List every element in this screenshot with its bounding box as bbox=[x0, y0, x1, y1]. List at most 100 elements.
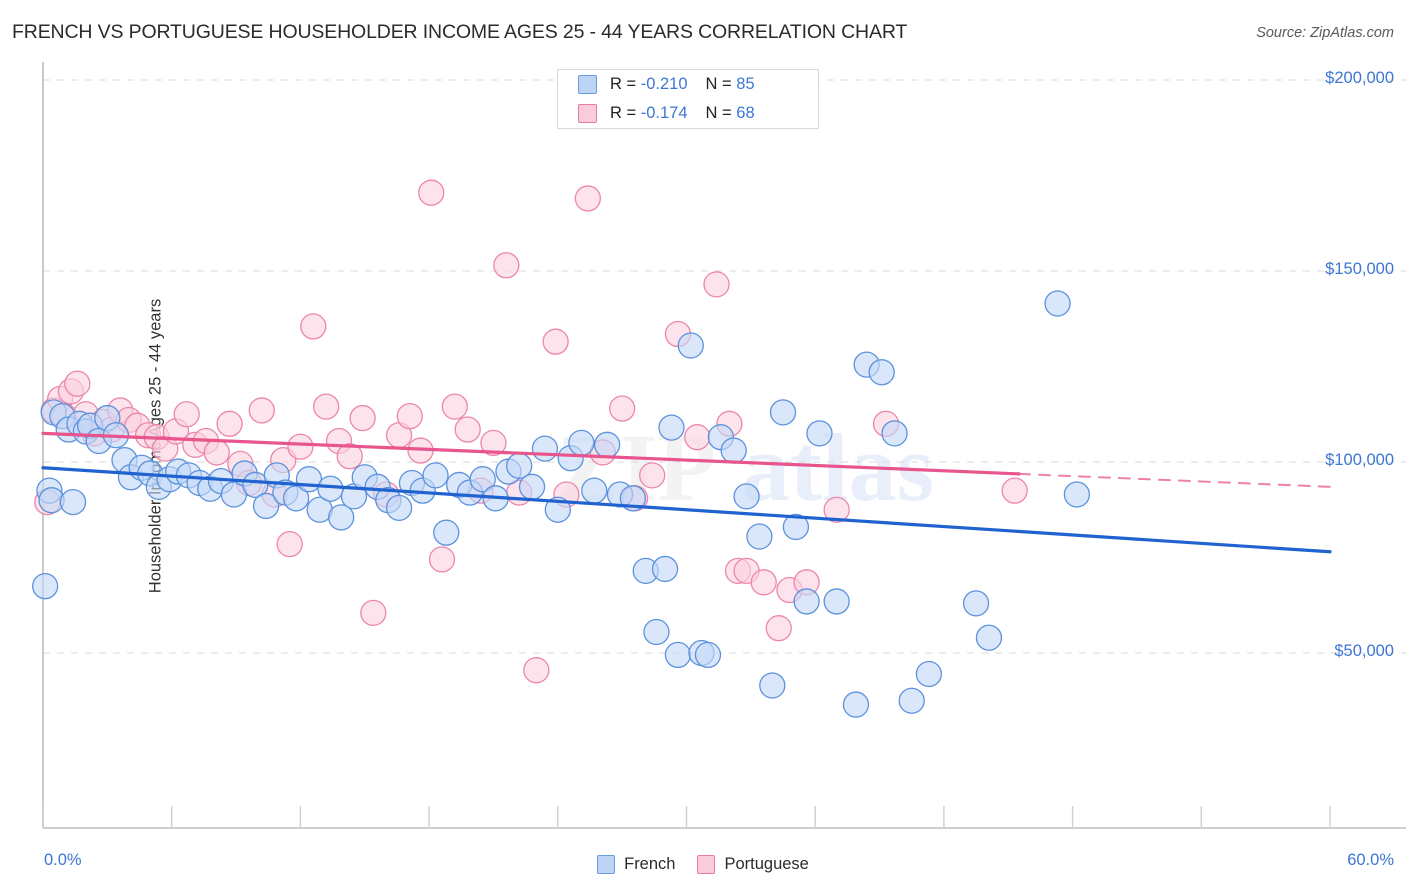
data-point bbox=[336, 443, 363, 470]
data-point bbox=[609, 395, 636, 422]
data-point bbox=[975, 624, 1003, 651]
data-point bbox=[915, 660, 943, 688]
portuguese-r-value: -0.174 bbox=[640, 104, 688, 122]
source-attribution: Source: ZipAtlas.com bbox=[1256, 25, 1394, 41]
portuguese-legend-label: Portuguese bbox=[724, 855, 809, 873]
y-tick-label-150000: $150,000 bbox=[1325, 260, 1394, 278]
data-point bbox=[428, 546, 456, 573]
data-point bbox=[694, 641, 722, 669]
data-point bbox=[59, 488, 87, 516]
data-point bbox=[769, 399, 797, 426]
data-point bbox=[782, 513, 810, 541]
x-tick-label-min: 0.0% bbox=[44, 851, 82, 869]
x-tick-label-max: 60.0% bbox=[1347, 851, 1394, 869]
data-point bbox=[664, 641, 692, 669]
data-point bbox=[216, 410, 243, 437]
legend-item-french[interactable]: French bbox=[597, 855, 675, 874]
data-point bbox=[823, 588, 850, 615]
page-title: FRENCH VS PORTUGUESE HOUSEHOLDER INCOME … bbox=[12, 21, 908, 43]
data-point bbox=[868, 359, 895, 386]
data-point bbox=[542, 328, 569, 355]
data-point bbox=[422, 462, 449, 489]
y-tick-label-100000: $100,000 bbox=[1325, 451, 1394, 469]
data-point bbox=[493, 252, 520, 279]
data-point bbox=[1001, 477, 1028, 504]
data-point bbox=[581, 477, 608, 504]
data-point bbox=[327, 504, 355, 531]
data-point bbox=[276, 530, 303, 558]
data-point bbox=[469, 466, 496, 493]
data-point bbox=[312, 393, 340, 420]
correlation-legend: R = -0.210 N = 85 R = -0.174 N = 68 bbox=[557, 69, 819, 129]
data-point bbox=[881, 420, 908, 447]
data-point bbox=[898, 687, 925, 714]
data-point bbox=[433, 519, 460, 546]
data-point bbox=[639, 462, 666, 489]
portuguese-n-label: N = bbox=[705, 104, 732, 122]
data-point bbox=[203, 439, 230, 466]
data-point bbox=[793, 588, 820, 615]
data-point bbox=[643, 618, 670, 646]
french-n-text: N = 85 bbox=[706, 75, 755, 94]
french-legend-label: French bbox=[624, 855, 676, 873]
portuguese-r-label: R = bbox=[610, 104, 637, 122]
data-point bbox=[418, 179, 445, 206]
data-point bbox=[1063, 481, 1091, 508]
portuguese-trendline bbox=[41, 431, 1331, 488]
correlation-row-portuguese: R = -0.174 N = 68 bbox=[558, 99, 818, 128]
portuguese-legend-swatch-icon bbox=[697, 855, 716, 874]
french-trendline bbox=[41, 466, 1332, 554]
portuguese-n-text: N = 68 bbox=[706, 104, 755, 123]
data-point bbox=[574, 185, 601, 212]
data-point bbox=[252, 492, 280, 520]
portuguese-n-value: 68 bbox=[736, 104, 755, 122]
french-r-value: -0.210 bbox=[640, 75, 688, 93]
french-correlation-text: R = -0.210 bbox=[610, 75, 688, 94]
data-point bbox=[750, 569, 777, 596]
data-point bbox=[733, 483, 760, 510]
series-legend: French Portuguese bbox=[0, 855, 1406, 874]
portuguese-color-swatch-icon bbox=[578, 104, 597, 123]
data-point bbox=[64, 370, 91, 397]
data-point bbox=[823, 496, 850, 523]
french-n-value: 85 bbox=[736, 75, 755, 93]
data-point bbox=[396, 403, 423, 430]
data-point bbox=[287, 433, 314, 460]
data-point bbox=[658, 414, 685, 441]
data-point bbox=[317, 475, 344, 502]
data-point bbox=[759, 672, 786, 699]
data-point bbox=[842, 691, 870, 718]
data-point bbox=[568, 429, 595, 457]
data-point bbox=[360, 599, 387, 627]
gridlines bbox=[43, 79, 1406, 654]
data-point bbox=[385, 494, 413, 521]
data-point bbox=[1044, 290, 1071, 317]
data-point bbox=[32, 573, 59, 600]
french-n-label: N = bbox=[705, 75, 732, 93]
scatter-series-portuguese bbox=[34, 179, 1028, 684]
legend-item-portuguese[interactable]: Portuguese bbox=[697, 855, 809, 874]
french-r-label: R = bbox=[610, 75, 637, 93]
data-point bbox=[684, 424, 711, 451]
data-point bbox=[677, 332, 704, 359]
data-point bbox=[593, 431, 621, 458]
correlation-row-french: R = -0.210 N = 85 bbox=[558, 70, 818, 99]
data-point bbox=[765, 615, 792, 642]
data-point bbox=[962, 590, 990, 617]
data-point bbox=[454, 416, 481, 443]
data-point bbox=[703, 271, 730, 298]
data-point bbox=[248, 397, 275, 424]
data-point bbox=[746, 523, 773, 550]
french-legend-swatch-icon bbox=[597, 855, 616, 874]
french-color-swatch-icon bbox=[578, 75, 597, 94]
data-point bbox=[173, 401, 200, 428]
y-tick-label-200000: $200,000 bbox=[1325, 69, 1394, 87]
data-point bbox=[480, 429, 507, 457]
data-point bbox=[531, 435, 559, 462]
y-tick-label-50000: $50,000 bbox=[1334, 642, 1394, 660]
data-point bbox=[651, 555, 679, 583]
portuguese-correlation-text: R = -0.174 bbox=[610, 104, 688, 123]
data-point bbox=[523, 657, 550, 684]
